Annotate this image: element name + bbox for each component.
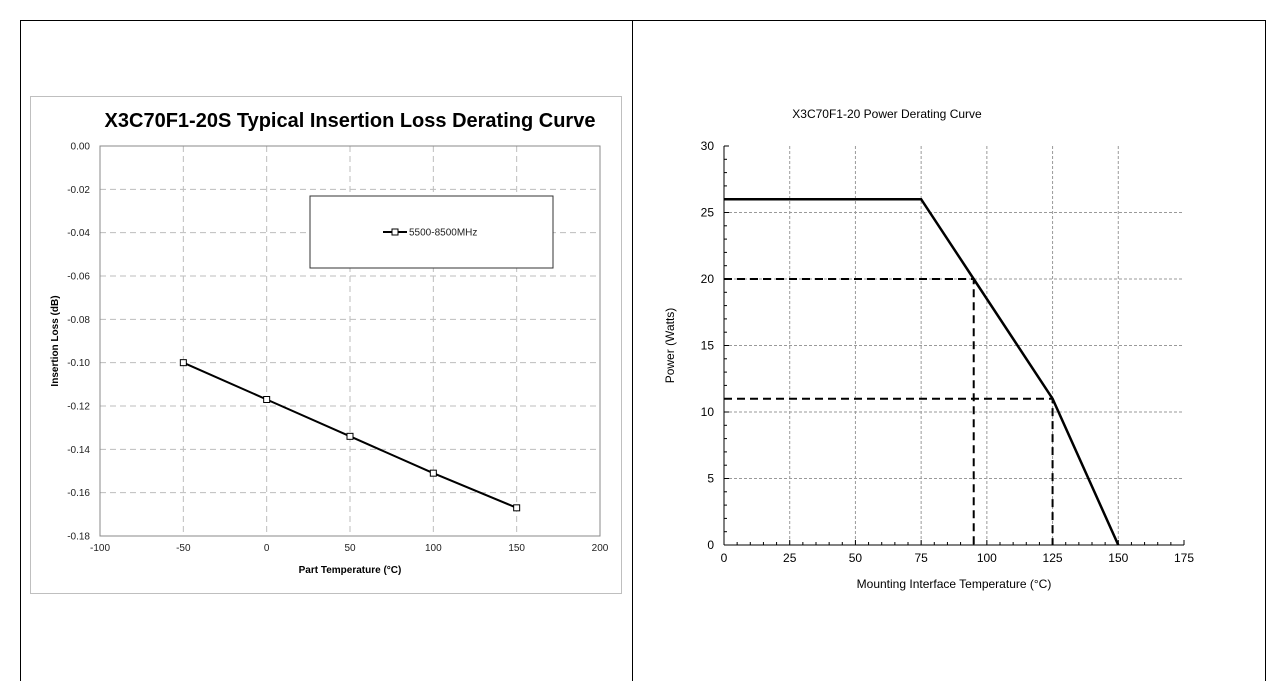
y-tick-label: -0.18 [67, 532, 90, 543]
data-point [346, 432, 354, 440]
x-tick-label: -100 [90, 543, 110, 554]
x-tick-label: 0 [264, 543, 270, 554]
x-tick-label: 50 [344, 543, 356, 554]
y-tick-label: -0.12 [67, 402, 90, 413]
x-tick-label: 75 [914, 551, 928, 565]
y-tick-label: -0.04 [67, 228, 90, 239]
x-tick-label: 125 [1043, 551, 1063, 565]
table-divider [632, 20, 633, 681]
insertion-loss-chart: X3C70F1-20S Typical Insertion Loss Derat… [30, 96, 622, 594]
y-tick-label: -0.14 [67, 445, 90, 456]
y-tick-label: -0.08 [67, 315, 90, 326]
reference-line [724, 397, 1054, 545]
y-tick-label: -0.02 [67, 185, 90, 196]
x-tick-label: 100 [977, 551, 997, 565]
x-tick-label: 150 [508, 543, 525, 554]
y-tick-label: -0.10 [67, 358, 90, 369]
x-tick-label: -50 [176, 543, 191, 554]
legend-marker [391, 228, 399, 236]
table-frame [20, 20, 1266, 681]
x-tick-label: 100 [425, 543, 442, 554]
y-tick-label: -0.06 [67, 272, 90, 283]
x-tick-label: 50 [849, 551, 863, 565]
y-axis-label: Insertion Loss (dB) [50, 295, 61, 386]
y-tick-label: 0 [707, 538, 714, 552]
data-point [263, 396, 271, 403]
y-tick-label: 25 [701, 206, 715, 220]
series-line [724, 197, 1120, 546]
y-tick-label: 20 [701, 272, 715, 286]
y-tick-label: 15 [701, 339, 715, 353]
data-point [429, 469, 437, 477]
y-tick-label: 0.00 [71, 142, 91, 153]
x-tick-label: 200 [592, 543, 609, 554]
plot-area [99, 145, 601, 537]
chart-border [30, 96, 622, 594]
data-point [179, 359, 187, 367]
y-axis-label: Power (Watts) [663, 308, 677, 384]
x-tick-label: 175 [1174, 551, 1194, 565]
legend-box [309, 195, 554, 269]
y-tick-label: 30 [701, 139, 715, 153]
x-tick-label: 0 [721, 551, 728, 565]
legend-label: 5500-8500MHz [409, 228, 477, 239]
x-axis-label: Part Temperature (°C) [299, 565, 402, 576]
data-point [513, 504, 521, 512]
x-tick-label: 150 [1108, 551, 1128, 565]
x-axis-label: Mounting Interface Temperature (°C) [857, 577, 1052, 591]
y-tick-label: 10 [701, 405, 715, 419]
chart-title: X3C70F1-20 Power Derating Curve [792, 107, 982, 121]
x-tick-label: 25 [783, 551, 797, 565]
y-tick-label: -0.16 [67, 488, 90, 499]
y-tick-label: 5 [707, 472, 714, 486]
chart-title: X3C70F1-20S Typical Insertion Loss Derat… [105, 110, 596, 132]
